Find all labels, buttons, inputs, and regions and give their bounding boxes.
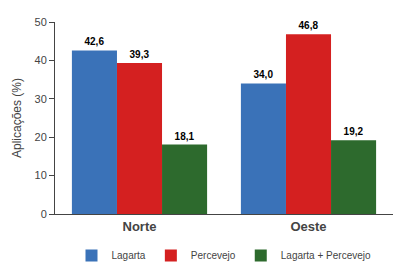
svg-text:46,8: 46,8 xyxy=(299,20,319,31)
svg-text:50: 50 xyxy=(35,16,47,28)
svg-text:Norte: Norte xyxy=(123,219,157,234)
svg-text:Lagarta + Percevejo: Lagarta + Percevejo xyxy=(281,250,371,261)
svg-text:40: 40 xyxy=(35,54,47,66)
svg-text:Oeste: Oeste xyxy=(290,219,326,234)
svg-text:42,6: 42,6 xyxy=(84,36,104,47)
svg-text:30: 30 xyxy=(35,93,47,105)
svg-text:Percevejo: Percevejo xyxy=(191,250,236,261)
svg-text:39,3: 39,3 xyxy=(130,49,150,60)
svg-text:Lagarta: Lagarta xyxy=(112,250,146,261)
svg-text:18,1: 18,1 xyxy=(175,131,195,142)
svg-text:Aplicações (%): Aplicações (%) xyxy=(10,78,24,158)
svg-text:19,2: 19,2 xyxy=(344,126,364,137)
svg-text:20: 20 xyxy=(35,131,47,143)
svg-text:10: 10 xyxy=(35,169,47,181)
svg-text:34,0: 34,0 xyxy=(253,69,273,80)
svg-text:0: 0 xyxy=(41,208,47,220)
